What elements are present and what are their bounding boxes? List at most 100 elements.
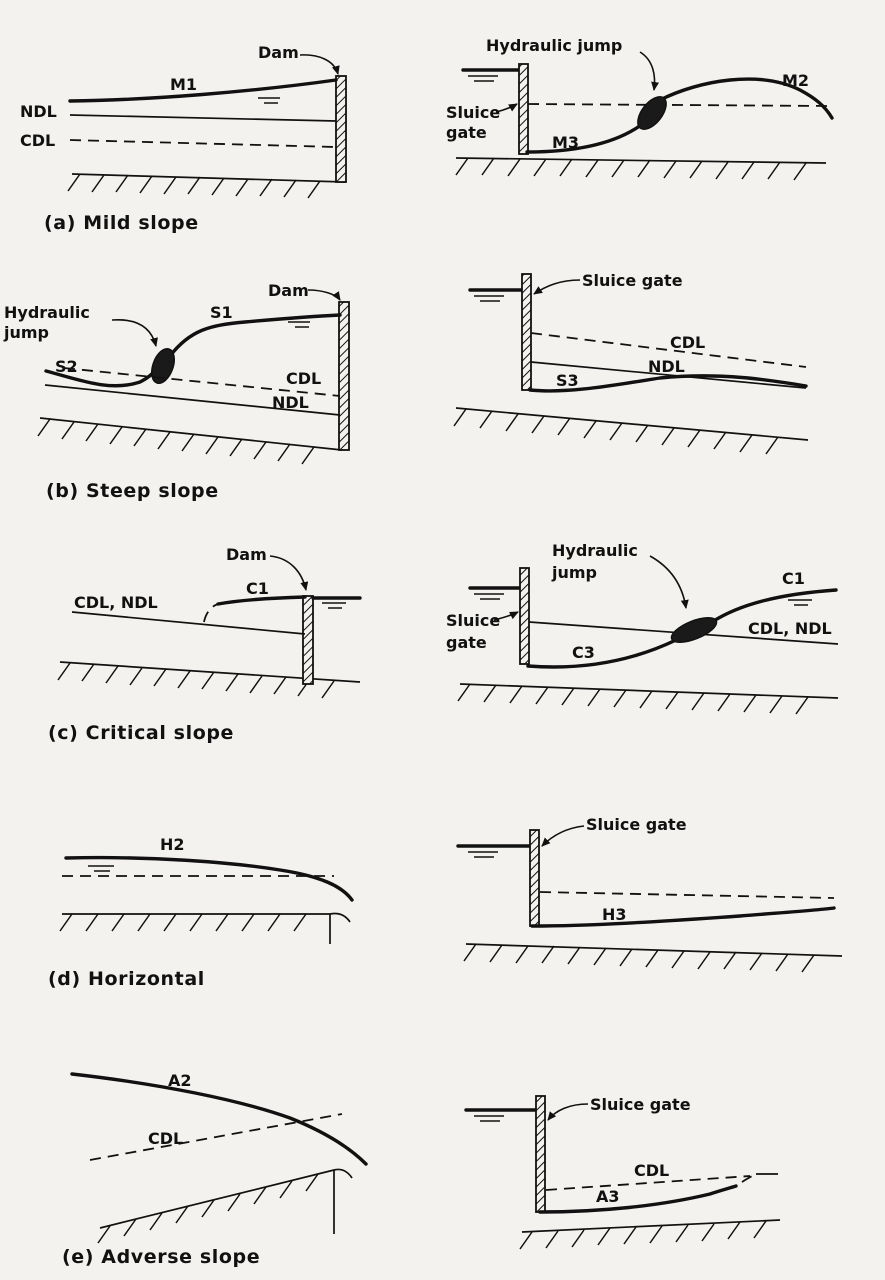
hydraulic-jump-icon — [151, 347, 175, 385]
caption-critical-slope: (c) Critical slope — [48, 722, 235, 744]
gate-label: gate — [446, 633, 487, 652]
ndl-line — [69, 114, 337, 122]
h3-label: H3 — [602, 905, 627, 924]
ndl-label: NDL — [20, 102, 57, 121]
dam-wall — [338, 301, 350, 451]
m2-profile — [658, 77, 834, 120]
cdl-ndl-label: CDL, NDL — [748, 619, 832, 638]
gate-label: gate — [446, 123, 487, 142]
dam-label: Dam — [258, 43, 299, 62]
panel-a-right: Hydraulic jump Sluice gate M3 M2 — [446, 36, 834, 181]
s3-profile — [528, 374, 808, 393]
channel-bed — [99, 1169, 335, 1229]
cdl-line — [527, 103, 831, 107]
water-surface-mark — [258, 97, 280, 104]
hydraulic-label: Hydraulic — [552, 541, 638, 560]
dam-wall — [335, 75, 347, 183]
hydraulic-label: Hydraulic — [4, 303, 90, 322]
sluice-gate — [529, 829, 540, 927]
sluice-gate — [535, 1095, 546, 1213]
a3-profile — [538, 1184, 738, 1214]
cdl-line — [545, 1175, 751, 1191]
c1-dashed-transition — [203, 603, 219, 623]
cdl-line — [530, 332, 807, 368]
gate-arrow — [547, 1103, 589, 1121]
cdl-ndl-line — [71, 611, 306, 635]
panel-d-left: H2 — [59, 835, 354, 944]
panel-a-left: M1 NDL CDL Dam — [20, 43, 347, 199]
panel-b-right: Sluice gate CDL NDL S3 — [453, 271, 809, 455]
water-surface-mark — [322, 602, 346, 609]
jump-arrow — [111, 319, 158, 347]
a2-label: A2 — [168, 1071, 192, 1090]
drop-edge — [329, 912, 351, 944]
cdl-line — [89, 1113, 343, 1161]
sluice-gate — [521, 273, 532, 391]
jump-arrow — [639, 51, 660, 91]
bed-hatching — [463, 943, 815, 973]
channel-bed — [465, 943, 843, 957]
c3-profile — [526, 638, 678, 669]
dam-arrow — [307, 289, 341, 301]
bed-hatching — [519, 1220, 767, 1250]
sluice-gate — [519, 567, 530, 665]
channel-bed — [39, 417, 343, 451]
cdl-label: CDL — [670, 333, 705, 352]
m1-label: M1 — [170, 75, 197, 94]
water-surface-mark — [88, 865, 114, 872]
panel-e-left: A2 CDL — [70, 1071, 368, 1244]
gate-arrow — [533, 279, 581, 295]
h2-label: H2 — [160, 835, 185, 854]
dam-arrow — [269, 555, 309, 591]
gate-arrow — [541, 825, 585, 847]
gate-arrow — [495, 103, 518, 113]
panel-c-right: Hydraulic jump Sluice gate C3 C1 CDL, ND… — [446, 541, 839, 715]
water-surface-mark — [474, 593, 504, 600]
s1-profile — [168, 313, 342, 358]
cdl-line — [63, 367, 341, 397]
m3-profile — [525, 120, 647, 154]
s2-label: S2 — [55, 357, 78, 376]
sluice-gate-label: Sluice gate — [582, 271, 683, 290]
dam-arrow — [299, 54, 340, 75]
hydraulic-jump-label: Hydraulic jump — [486, 36, 622, 55]
m3-label: M3 — [552, 133, 579, 152]
sluice-label: Sluice — [446, 103, 500, 122]
gate-arrow — [493, 611, 519, 621]
panel-d-right: Sluice gate H3 — [456, 815, 843, 973]
bed-hatching — [97, 1173, 319, 1244]
channel-bed — [71, 173, 346, 183]
h3-profile — [530, 906, 836, 928]
ndl-label: NDL — [648, 357, 685, 376]
caption-steep-slope: (b) Steep slope — [46, 480, 219, 502]
sluice-label: Sluice — [446, 611, 500, 630]
s1-label: S1 — [210, 303, 233, 322]
channel-bed — [455, 157, 827, 164]
cdl-label: CDL — [20, 131, 55, 150]
dam-wall — [302, 595, 314, 685]
sluice-gate — [518, 63, 529, 155]
bed-hatching — [67, 173, 321, 199]
panel-b-left: S2 S1 CDL NDL Hydraulic jump Dam — [3, 281, 350, 465]
jump-label: jump — [551, 563, 597, 582]
panel-e-right: Sluice gate CDL A3 — [464, 1095, 781, 1250]
channel-bed — [455, 407, 809, 441]
c1-label: C1 — [246, 579, 269, 598]
c1-profile — [710, 588, 838, 624]
hydraulic-jump-icon — [637, 96, 667, 130]
cdl-label: CDL — [634, 1161, 669, 1180]
m1-profile — [68, 78, 338, 103]
cdl-line — [539, 891, 835, 899]
bed-hatching — [453, 408, 779, 455]
dam-label: Dam — [268, 281, 309, 300]
c3-label: C3 — [572, 643, 595, 662]
ndl-line — [530, 361, 807, 389]
channel-bed — [459, 683, 839, 699]
dam-label: Dam — [226, 545, 267, 564]
bed-hatching — [57, 662, 335, 699]
a3-label: A3 — [596, 1187, 620, 1206]
panel-c-left: CDL, NDL C1 Dam — [57, 545, 362, 699]
hydraulic-jump-icon — [670, 616, 718, 644]
m2-label: M2 — [782, 71, 809, 90]
cdl-label: CDL — [286, 369, 321, 388]
